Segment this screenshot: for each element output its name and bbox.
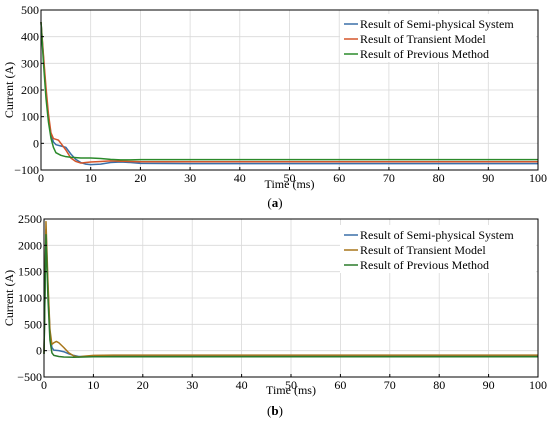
x-tick-label: 70 — [383, 171, 395, 185]
series-line-2 — [40, 21, 538, 164]
x-tick-label: 90 — [482, 171, 494, 185]
legend-label-1: Result of Semi-physical System — [360, 17, 514, 31]
y-tick-label: −100 — [14, 163, 39, 177]
y-tick-label: 2500 — [18, 212, 42, 226]
y-axis-label: Current (A) — [2, 270, 16, 326]
x-tick-label: 60 — [334, 378, 346, 392]
legend-box — [340, 225, 536, 273]
x-tick-label: 50 — [284, 171, 296, 185]
x-tick-label: 0 — [38, 171, 44, 185]
x-tick-label: 30 — [186, 378, 198, 392]
x-tick-label: 100 — [529, 171, 547, 185]
legend-label-2: Result of Transient Model — [360, 243, 486, 257]
y-tick-label: 2000 — [18, 238, 42, 252]
x-tick-label: 20 — [134, 171, 146, 185]
y-tick-label: 300 — [21, 56, 39, 70]
x-tick-label: 50 — [285, 378, 297, 392]
x-axis-label: Time (ms) — [266, 383, 316, 397]
y-tick-label: 100 — [21, 110, 39, 124]
y-tick-label: 500 — [24, 317, 42, 331]
legend-label-3: Result of Previous Method — [360, 258, 489, 272]
chart-caption: (a) — [267, 195, 282, 210]
x-tick-label: 70 — [384, 378, 396, 392]
y-tick-label: 200 — [21, 83, 39, 97]
legend-label-1: Result of Semi-physical System — [360, 228, 514, 242]
y-tick-label: 500 — [21, 3, 39, 17]
legend-label-2: Result of Transient Model — [360, 32, 486, 46]
chart-a: 0 10 20 30 40 50 60 70 80 90 100−10001002003004005… — [2, 3, 547, 210]
x-tick-label: 20 — [137, 378, 149, 392]
y-tick-label: 0 — [33, 136, 39, 150]
x-tick-label: 10 — [87, 378, 99, 392]
x-tick-label: 60 — [333, 171, 345, 185]
x-tick-label: 80 — [433, 171, 445, 185]
series-line-3 — [40, 21, 538, 161]
legend-label-3: Result of Previous Method — [360, 47, 489, 61]
x-tick-label: 40 — [236, 378, 248, 392]
chart-caption: (b) — [267, 403, 283, 418]
series-line-3 — [43, 234, 538, 358]
y-tick-label: 0 — [36, 344, 42, 358]
x-axis-label: Time (ms) — [265, 177, 315, 191]
y-tick-label: 400 — [21, 30, 39, 44]
legend-box — [340, 14, 536, 62]
chart-b: 0 10 20 30 40 50 60 70 80 90 100−50005001000150020… — [2, 212, 547, 418]
x-tick-label: 40 — [234, 171, 246, 185]
y-tick-label: 1500 — [18, 265, 42, 279]
x-tick-label: 30 — [184, 171, 196, 185]
y-tick-label: −500 — [17, 370, 42, 384]
x-tick-label: 90 — [483, 378, 495, 392]
y-axis-label: Current (A) — [2, 62, 16, 118]
x-tick-label: 80 — [433, 378, 445, 392]
y-tick-label: 1000 — [18, 291, 42, 305]
x-tick-label: 100 — [529, 378, 547, 392]
x-tick-label: 0 — [41, 378, 47, 392]
x-tick-label: 10 — [85, 171, 97, 185]
